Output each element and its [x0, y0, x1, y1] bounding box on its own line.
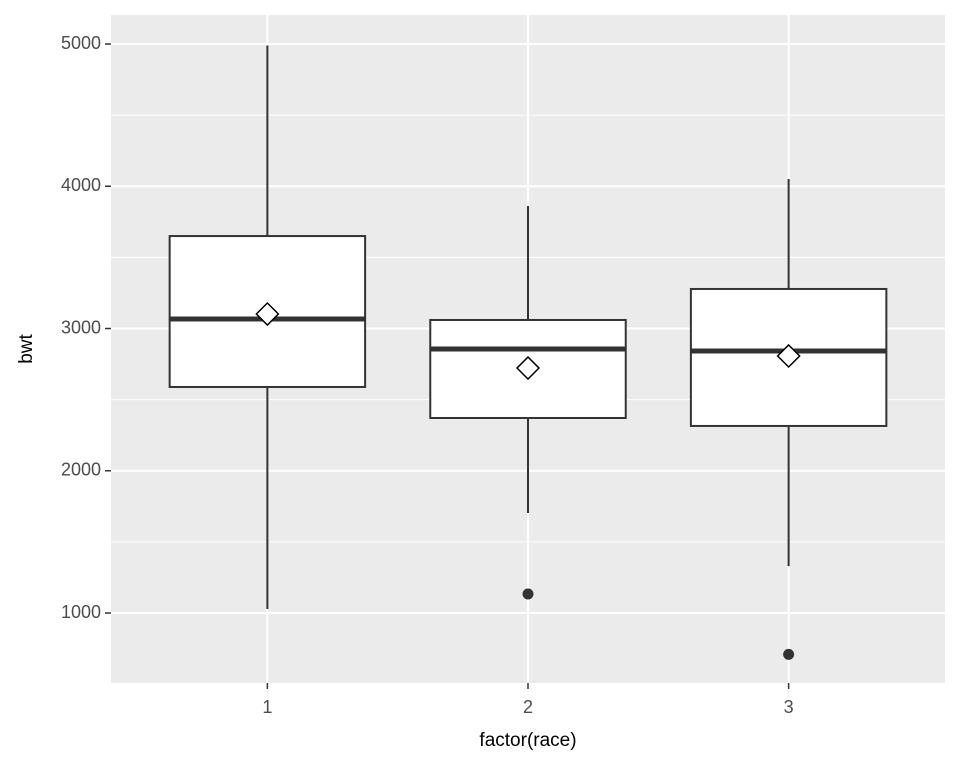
x-tick-label: 3	[784, 697, 794, 717]
mean-marker	[515, 356, 541, 381]
y-tick-label: 1000	[61, 602, 101, 622]
y-axis-title: bwt	[16, 334, 37, 364]
x-tick-label: 2	[523, 697, 533, 717]
y-tick-label: 4000	[61, 175, 101, 195]
x-axis-title: factor(race)	[479, 730, 576, 751]
mean-marker	[255, 301, 280, 327]
y-tick-label: 3000	[61, 317, 101, 337]
y-tick-label: 2000	[61, 460, 101, 480]
mean-marker	[776, 343, 801, 369]
y-tick-label: 5000	[61, 33, 101, 53]
outlier	[522, 588, 534, 600]
outlier	[783, 648, 795, 660]
x-tick-label: 1	[262, 697, 272, 717]
